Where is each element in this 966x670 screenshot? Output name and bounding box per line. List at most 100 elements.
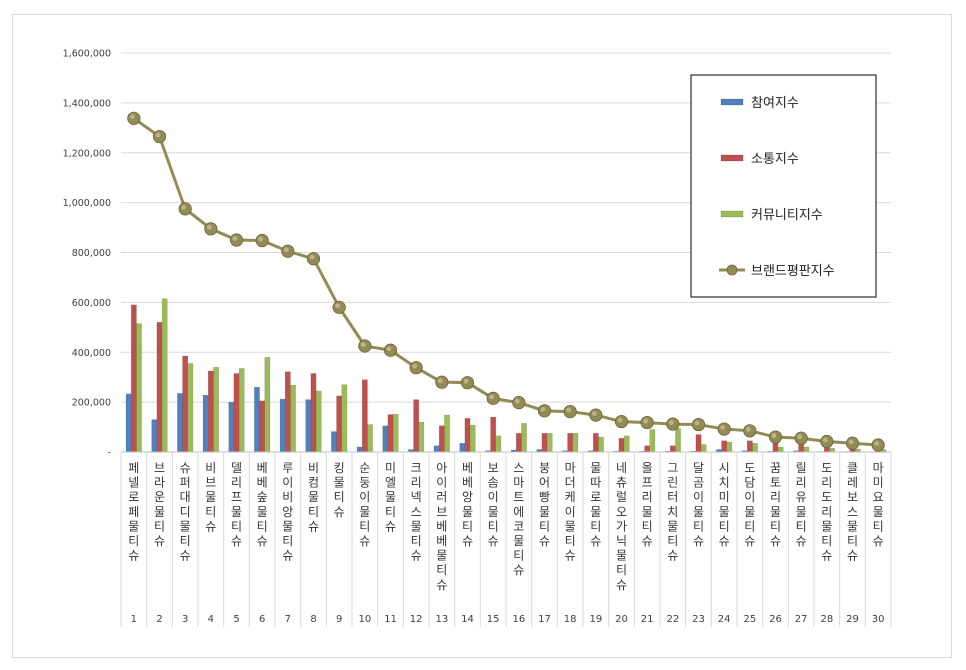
point-highlight xyxy=(232,236,238,241)
line-series xyxy=(127,111,885,452)
rank-label: 15 xyxy=(487,614,500,625)
point-highlight xyxy=(463,378,469,384)
bar-소통지수 xyxy=(208,370,214,453)
bar-참여지수 xyxy=(177,393,183,453)
rank-label: 5 xyxy=(233,614,239,625)
line-point xyxy=(871,438,885,452)
legend-label: 브랜드평판지수 xyxy=(751,264,835,279)
bar-커뮤니티지수 xyxy=(649,429,656,453)
bar-소통지수 xyxy=(670,445,676,453)
bar-소통지수 xyxy=(310,373,317,453)
rank-label: 24 xyxy=(718,614,731,625)
bar-커뮤니티지수 xyxy=(546,433,553,453)
bar-소통지수 xyxy=(182,355,188,453)
point-highlight xyxy=(129,114,135,120)
rank-label: 19 xyxy=(589,614,602,625)
bar-소통지수 xyxy=(798,444,804,453)
legend-label: 참여지수 xyxy=(751,96,799,111)
y-tick-label: 200,000 xyxy=(72,398,111,409)
bar-소통지수 xyxy=(131,304,137,453)
rank-label: 13 xyxy=(435,614,448,625)
bar-소통지수 xyxy=(413,399,419,453)
y-tick-label: 1,200,000 xyxy=(63,148,111,159)
bar-커뮤니티지수 xyxy=(161,298,168,453)
y-tick-label: - xyxy=(108,448,111,459)
bar-소통지수 xyxy=(233,373,240,453)
rank-label: 21 xyxy=(641,614,654,625)
line-point xyxy=(306,252,321,266)
line-point xyxy=(537,404,552,418)
legend-marker xyxy=(726,264,738,276)
bar-참여지수 xyxy=(305,399,312,453)
bar-소통지수 xyxy=(721,440,727,453)
bar-커뮤니티지수 xyxy=(341,384,348,453)
bar-참여지수 xyxy=(254,386,260,453)
bar-커뮤니티지수 xyxy=(777,446,784,453)
bar-참여지수 xyxy=(356,446,363,453)
line-point xyxy=(743,424,757,438)
bar-series xyxy=(125,298,887,453)
bar-커뮤니티지수 xyxy=(752,443,758,453)
line-point xyxy=(820,434,834,449)
line-point xyxy=(845,436,860,450)
rank-label: 6 xyxy=(259,614,265,625)
line-point xyxy=(178,202,192,216)
bar-소통지수 xyxy=(644,445,650,453)
bar-커뮤니티지수 xyxy=(136,323,142,453)
bar-소통지수 xyxy=(362,379,368,453)
bar-소통지수 xyxy=(772,443,779,453)
bar-커뮤니티지수 xyxy=(238,368,245,453)
rank-label: 30 xyxy=(872,614,885,625)
rank-label: 18 xyxy=(564,614,577,625)
gridlines xyxy=(121,52,891,453)
rank-label: 25 xyxy=(743,614,756,625)
rank-label: 27 xyxy=(795,614,808,625)
point-highlight xyxy=(437,378,443,384)
bar-참여지수 xyxy=(125,393,132,453)
rank-label: 1 xyxy=(131,614,137,625)
rank-label: 3 xyxy=(182,614,188,625)
line-point xyxy=(281,244,295,258)
line-point xyxy=(152,129,167,144)
bar-커뮤니티지수 xyxy=(598,436,604,453)
bar-커뮤니티지수 xyxy=(187,363,194,453)
point-highlight xyxy=(874,441,880,446)
bar-커뮤니티지수 xyxy=(367,424,373,453)
y-tick-label: 600,000 xyxy=(72,298,111,309)
rank-label: 26 xyxy=(769,614,782,625)
y-axis-ticks: - 200,000 400,000 600,000 800,000 1,000,000 1,… xyxy=(63,49,111,459)
point-highlight xyxy=(412,363,418,369)
bar-소통지수 xyxy=(439,425,445,453)
point-highlight xyxy=(283,247,289,253)
bar-소통지수 xyxy=(285,371,291,453)
point-highlight xyxy=(309,254,315,260)
bar-소통지수 xyxy=(567,433,573,453)
bar-소통지수 xyxy=(747,440,753,453)
bar-커뮤니티지수 xyxy=(213,367,219,453)
line-point xyxy=(332,300,346,314)
point-highlight xyxy=(181,204,187,210)
rank-label: 2 xyxy=(156,614,162,625)
rank-label: 7 xyxy=(285,614,291,625)
rank-label: 8 xyxy=(310,614,316,625)
legend-label: 소통지수 xyxy=(751,152,799,167)
bar-소통지수 xyxy=(336,395,342,453)
line-point xyxy=(127,111,141,125)
point-highlight xyxy=(591,411,597,416)
line-point xyxy=(691,417,706,432)
point-highlight xyxy=(771,433,777,438)
legend-swatch xyxy=(720,210,744,218)
line-point xyxy=(229,233,244,247)
